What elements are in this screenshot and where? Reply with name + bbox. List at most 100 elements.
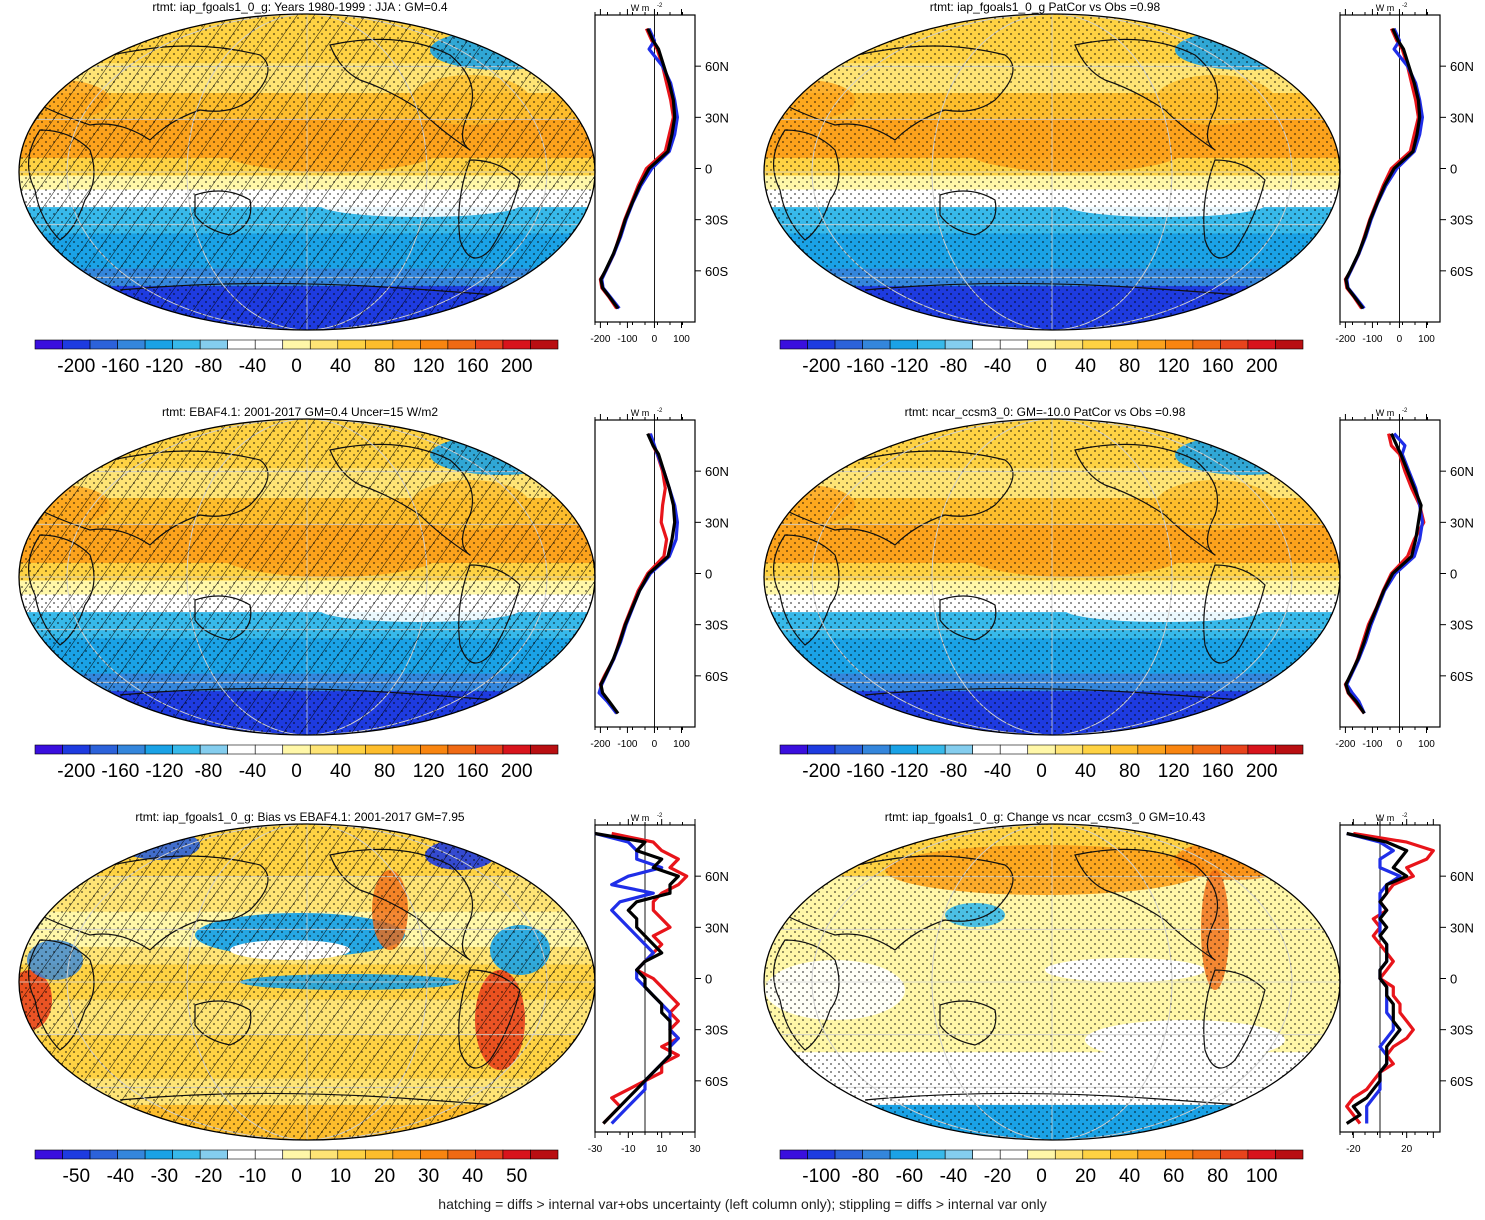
x-tick-label: 100 — [1418, 739, 1435, 750]
panel-title: rtmt: EBAF4.1: 2001-2017 GM=0.4 Uncer=15… — [161, 405, 439, 419]
colorbar-swatch — [1137, 339, 1166, 350]
colorbar-swatch — [530, 1149, 559, 1160]
profile-series-line — [1344, 432, 1423, 715]
colorbar-label: -80 — [195, 761, 222, 782]
colorbar-label: 80 — [374, 356, 395, 377]
colorbar-swatch — [89, 1149, 118, 1160]
colorbar-swatch — [89, 339, 118, 350]
colorbar-swatch — [282, 1149, 311, 1160]
lat-label: 60S — [1450, 1074, 1473, 1089]
lat-label: 0 — [1450, 972, 1457, 987]
x-tick-label: 30 — [689, 1144, 701, 1155]
colorbar-label: -40 — [107, 1166, 134, 1187]
colorbar-swatch — [1137, 1149, 1166, 1160]
lat-label: 0 — [1450, 162, 1457, 177]
colorbar-swatch — [889, 744, 918, 755]
lat-label: 30S — [1450, 618, 1473, 633]
colorbar-label: -40 — [239, 356, 266, 377]
colorbar-swatch — [447, 744, 476, 755]
x-tick-label: -200 — [590, 334, 610, 345]
colorbar-swatch — [365, 1149, 394, 1160]
panel-graphic: -200 -160 -120 -80 -40 0 40 80 120 160 200-200 -100… — [18, 408, 729, 782]
colorbar-label: 40 — [330, 356, 351, 377]
x-tick-label: -20 — [1346, 1144, 1361, 1155]
lat-label: 60S — [705, 1074, 728, 1089]
panel-tl: rtmt: iap_fgoals1_0_g: Years 1980-1999 :… — [0, 0, 740, 405]
colorbar-swatch — [309, 744, 339, 755]
colorbar-label: -160 — [846, 356, 884, 377]
colorbar-label: 40 — [330, 761, 351, 782]
lat-label: 60N — [705, 869, 729, 884]
x-tick-label: -100 — [1362, 739, 1382, 750]
colorbar-swatch — [502, 744, 531, 755]
colorbar-label: 160 — [457, 761, 489, 782]
colorbar-swatch — [172, 1149, 201, 1160]
zonal-profile: -20 20 W m -2 60N 30N 0 30S 60S — [1339, 813, 1474, 1155]
x-tick-label: 20 — [1401, 1144, 1413, 1155]
colorbar: -50 -40 -30 -20 -10 0 10 20 30 40 50 — [34, 1149, 559, 1187]
colorbar-label: -80 — [195, 356, 222, 377]
colorbar-swatch — [1027, 1149, 1056, 1160]
colorbar-label: 200 — [1246, 356, 1278, 377]
colorbar-swatch — [1220, 339, 1249, 350]
colorbar-swatch — [1165, 744, 1194, 755]
profile-series-line — [1344, 27, 1422, 310]
lat-label: 30N — [705, 920, 729, 935]
colorbar-swatch — [254, 339, 284, 350]
colorbar-swatch — [89, 744, 118, 755]
colorbar-swatch — [392, 339, 421, 350]
colorbar-swatch — [475, 339, 504, 350]
colorbar-swatch — [420, 1149, 449, 1160]
colorbar-swatch — [972, 744, 1001, 755]
colorbar-swatch — [999, 1149, 1029, 1160]
colorbar-label: 0 — [1036, 356, 1047, 377]
unit-exponent: -2 — [1402, 3, 1408, 9]
lat-label: 30S — [705, 618, 728, 633]
lat-label: 30S — [1450, 1023, 1473, 1038]
hatching — [19, 14, 595, 330]
lat-label: 30N — [1450, 515, 1474, 530]
colorbar-label: 10 — [330, 1166, 351, 1187]
colorbar-swatch — [834, 1149, 863, 1160]
colorbar-swatch — [1192, 1149, 1221, 1160]
colorbar-label: -120 — [145, 356, 183, 377]
profile-series-line — [1343, 27, 1421, 310]
colorbar-label: 200 — [501, 356, 533, 377]
colorbar-swatch — [420, 339, 449, 350]
profile-series-line — [1345, 831, 1435, 1125]
panel-title: rtmt: iap_fgoals1_0_g PatCor vs Obs =0.9… — [929, 0, 1161, 14]
colorbar-label: 20 — [374, 1166, 395, 1187]
colorbar-label: 100 — [1246, 1166, 1278, 1187]
colorbar-swatch — [199, 1149, 228, 1160]
colorbar-swatch — [34, 1149, 63, 1160]
colorbar-swatch — [1137, 744, 1166, 755]
colorbar: -200 -160 -120 -80 -40 0 40 80 120 160 200 — [34, 339, 559, 377]
profile-series-line — [598, 27, 676, 310]
colorbar-swatch — [944, 744, 973, 755]
lat-label: 60S — [705, 264, 728, 279]
colorbar-label: 40 — [462, 1166, 483, 1187]
x-tick-label: 0 — [652, 739, 658, 750]
colorbar-swatch — [475, 744, 504, 755]
colorbar-label: -20 — [195, 1166, 222, 1187]
colorbar-swatch — [834, 339, 863, 350]
colorbar-swatch — [862, 744, 891, 755]
lat-label: 60S — [705, 669, 728, 684]
colorbar-swatch — [282, 339, 311, 350]
colorbar-swatch — [999, 744, 1029, 755]
panel-mr: rtmt: ncar_ccsm3_0: GM=-10.0 PatCor vs O… — [745, 405, 1485, 810]
colorbar-label: -30 — [151, 1166, 178, 1187]
lat-label: 0 — [705, 972, 712, 987]
colorbar-swatch — [337, 1149, 366, 1160]
zonal-profile: -200 -100 0 100 W m -2 60N 30N 0 30S 60S — [590, 408, 728, 750]
colorbar-swatch — [1027, 339, 1056, 350]
colorbar-swatch — [117, 1149, 146, 1160]
colorbar-label: 160 — [457, 356, 489, 377]
colorbar-swatch — [337, 339, 366, 350]
zonal-profile: -30 -10 10 30 W m -2 60N 30N 0 30S 60S — [588, 813, 729, 1155]
lat-label: 60N — [1450, 464, 1474, 479]
panel-title: rtmt: iap_fgoals1_0_g: Change vs ncar_cc… — [884, 810, 1206, 824]
colorbar-swatch — [1275, 339, 1304, 350]
unit-exponent: -2 — [657, 3, 663, 9]
colorbar-label: -40 — [984, 761, 1011, 782]
